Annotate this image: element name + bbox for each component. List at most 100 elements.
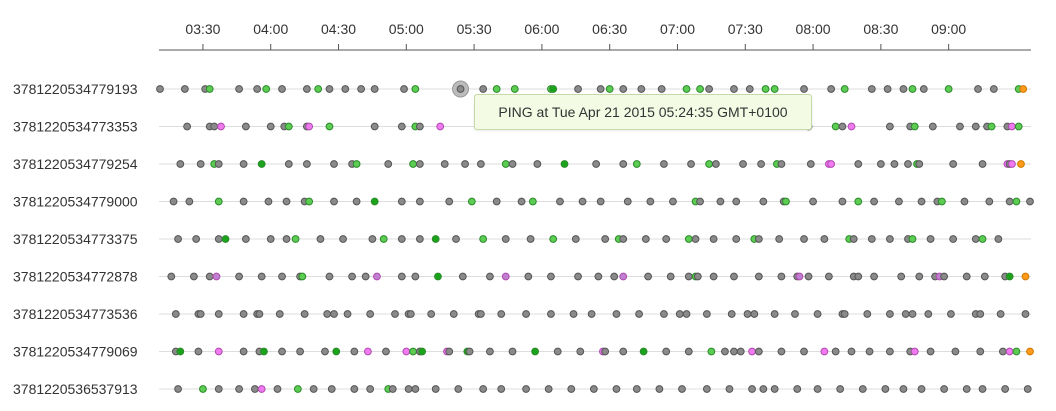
event-point[interactable] bbox=[831, 347, 840, 356]
event-point[interactable] bbox=[693, 272, 702, 281]
event-point[interactable] bbox=[501, 235, 510, 243]
event-point[interactable] bbox=[465, 347, 474, 356]
event-point[interactable] bbox=[171, 310, 180, 318]
event-point[interactable] bbox=[897, 272, 906, 281]
event-point[interactable] bbox=[691, 235, 700, 243]
event-point[interactable] bbox=[275, 310, 284, 318]
event-point[interactable] bbox=[411, 272, 420, 281]
event-point[interactable] bbox=[266, 122, 275, 131]
event-point[interactable] bbox=[646, 197, 655, 206]
event-point[interactable] bbox=[176, 347, 185, 356]
event-point[interactable] bbox=[492, 85, 501, 93]
event-point[interactable] bbox=[730, 85, 738, 93]
event-point[interactable] bbox=[497, 310, 506, 318]
event-point[interactable] bbox=[596, 85, 605, 93]
event-point[interactable] bbox=[185, 197, 194, 206]
event-point[interactable] bbox=[415, 160, 424, 168]
event-point[interactable] bbox=[924, 310, 933, 318]
event-point[interactable] bbox=[404, 385, 413, 393]
event-point[interactable] bbox=[235, 385, 243, 393]
event-point[interactable] bbox=[316, 235, 325, 243]
event-point[interactable] bbox=[427, 310, 436, 318]
event-point[interactable] bbox=[684, 235, 693, 243]
event-point[interactable] bbox=[998, 347, 1007, 356]
event-point[interactable] bbox=[800, 347, 808, 356]
event-point[interactable] bbox=[501, 272, 510, 281]
event-point[interactable] bbox=[212, 272, 221, 281]
event-point[interactable] bbox=[235, 272, 243, 281]
event-point[interactable] bbox=[479, 385, 488, 393]
event-point[interactable] bbox=[926, 347, 935, 356]
event-point[interactable] bbox=[327, 385, 336, 393]
event-point[interactable] bbox=[951, 347, 960, 356]
event-point[interactable] bbox=[619, 347, 628, 356]
event-point[interactable] bbox=[332, 347, 341, 356]
event-point[interactable] bbox=[192, 235, 201, 243]
event-point[interactable] bbox=[411, 385, 420, 393]
event-point[interactable] bbox=[971, 122, 980, 131]
event-point[interactable] bbox=[262, 85, 271, 93]
event-point[interactable] bbox=[341, 85, 350, 93]
event-point[interactable] bbox=[709, 272, 718, 281]
event-point[interactable] bbox=[956, 122, 964, 131]
event-point[interactable] bbox=[730, 347, 738, 356]
event-point[interactable] bbox=[305, 122, 314, 131]
event-point[interactable] bbox=[632, 385, 641, 393]
event-point[interactable] bbox=[847, 122, 856, 131]
event-point[interactable] bbox=[777, 160, 786, 168]
event-point[interactable] bbox=[508, 347, 517, 356]
event-point[interactable] bbox=[167, 272, 176, 281]
event-point[interactable] bbox=[761, 85, 770, 93]
event-point[interactable] bbox=[330, 310, 338, 318]
event-point[interactable] bbox=[730, 272, 738, 281]
event-point[interactable] bbox=[813, 310, 822, 318]
event-point[interactable] bbox=[553, 347, 562, 356]
event-point[interactable] bbox=[214, 235, 223, 243]
event-point[interactable] bbox=[592, 160, 601, 168]
event-point[interactable] bbox=[431, 385, 440, 393]
event-point[interactable] bbox=[684, 272, 693, 281]
event-point[interactable] bbox=[454, 385, 463, 393]
event-point[interactable] bbox=[996, 310, 1005, 318]
event-point[interactable] bbox=[619, 160, 628, 168]
event-point[interactable] bbox=[296, 347, 305, 356]
event-point[interactable] bbox=[352, 160, 361, 168]
event-point[interactable] bbox=[547, 310, 555, 318]
event-point[interactable] bbox=[176, 160, 185, 168]
event-point[interactable] bbox=[397, 122, 406, 131]
event-point[interactable] bbox=[804, 272, 813, 281]
event-point[interactable] bbox=[641, 235, 650, 243]
event-point[interactable] bbox=[325, 272, 334, 281]
event-point[interactable] bbox=[1021, 272, 1030, 281]
event-point[interactable] bbox=[343, 310, 352, 318]
event-point[interactable] bbox=[1019, 85, 1028, 93]
event-point[interactable] bbox=[754, 347, 763, 356]
event-point[interactable] bbox=[325, 85, 334, 93]
event-point[interactable] bbox=[978, 235, 987, 243]
event-point[interactable] bbox=[908, 85, 917, 93]
event-point[interactable] bbox=[759, 197, 768, 206]
event-point[interactable] bbox=[388, 385, 397, 393]
event-point[interactable] bbox=[298, 272, 307, 281]
event-point[interactable] bbox=[366, 385, 375, 393]
event-point[interactable] bbox=[461, 160, 469, 168]
event-point[interactable] bbox=[449, 310, 458, 318]
event-point[interactable] bbox=[750, 310, 759, 318]
event-point[interactable] bbox=[1008, 122, 1016, 131]
event-point[interactable] bbox=[915, 160, 924, 168]
event-point[interactable] bbox=[754, 235, 763, 243]
event-point[interactable] bbox=[415, 235, 424, 243]
event-point[interactable] bbox=[619, 235, 628, 243]
event-point[interactable] bbox=[361, 272, 370, 281]
event-point[interactable] bbox=[601, 235, 610, 243]
event-point[interactable] bbox=[901, 310, 910, 318]
event-point[interactable] bbox=[350, 385, 359, 393]
event-point[interactable] bbox=[273, 385, 282, 393]
event-point[interactable] bbox=[239, 347, 248, 356]
event-point[interactable] bbox=[937, 197, 946, 206]
event-point[interactable] bbox=[777, 347, 786, 356]
event-point[interactable] bbox=[623, 197, 632, 206]
event-point[interactable] bbox=[214, 160, 223, 168]
event-point[interactable] bbox=[736, 347, 745, 356]
event-point[interactable] bbox=[867, 235, 876, 243]
